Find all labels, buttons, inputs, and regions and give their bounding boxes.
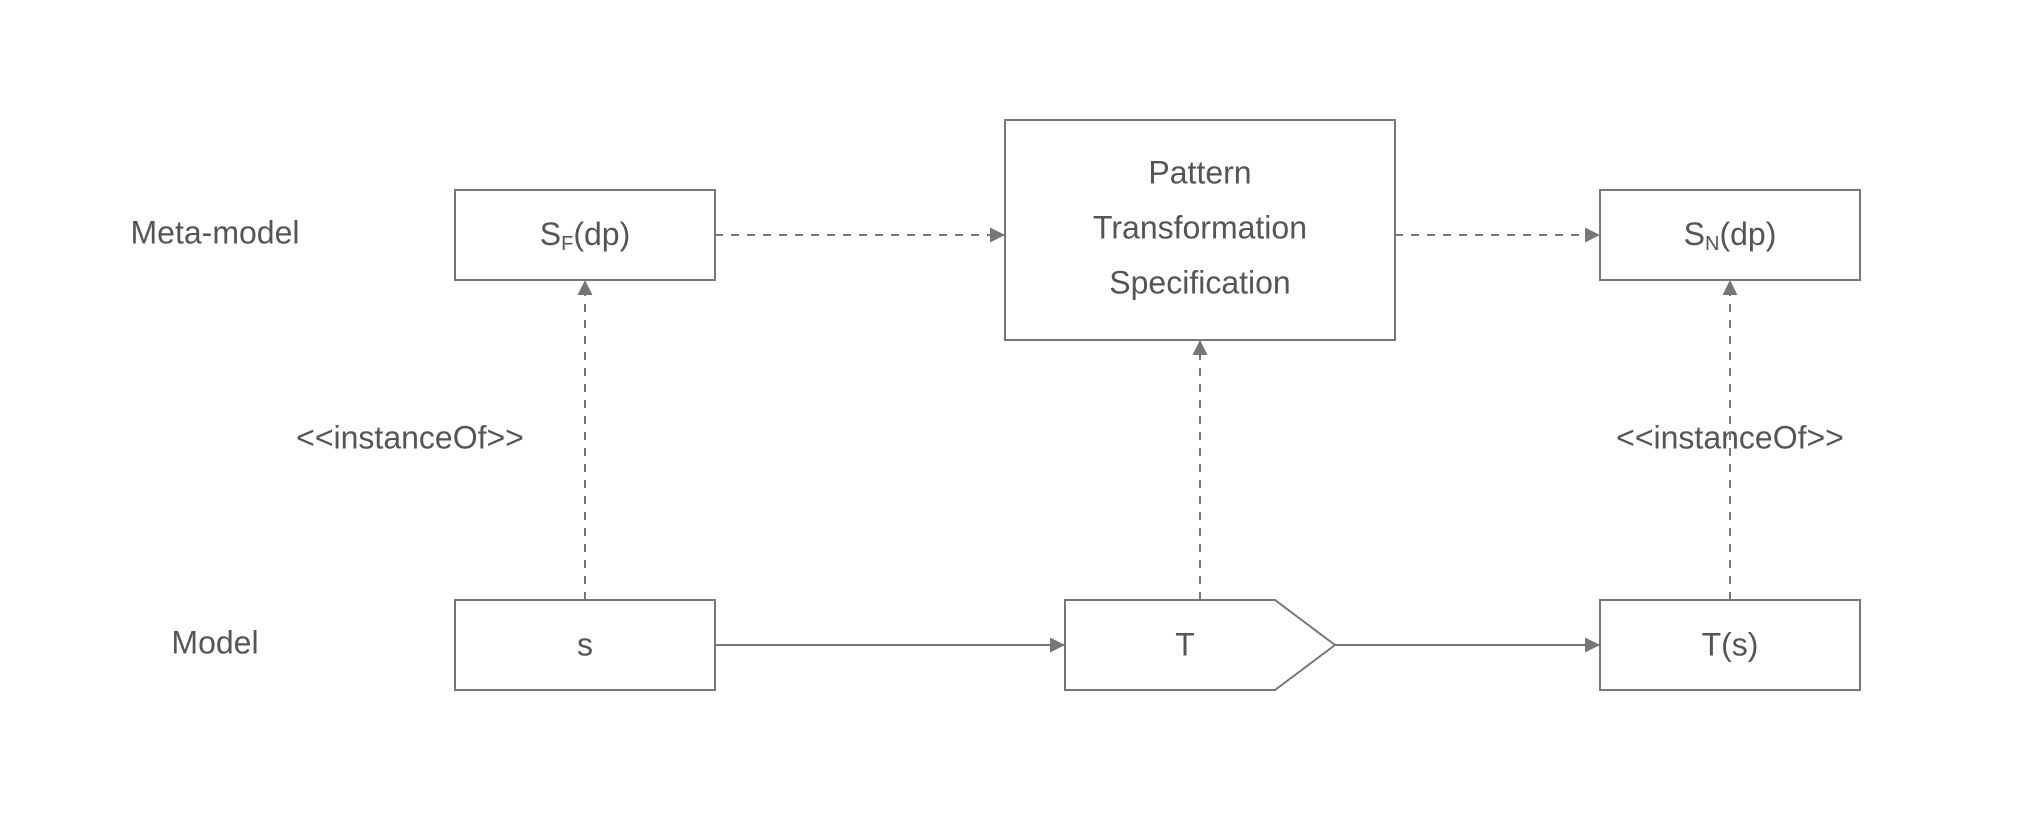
node-ptspec-line1: Pattern bbox=[1148, 154, 1251, 190]
node-t: T bbox=[1065, 600, 1335, 690]
instanceof-left-label: <<instanceOf>> bbox=[296, 419, 524, 455]
model-label: Model bbox=[171, 624, 258, 660]
diagram-canvas: Meta-model Model SF(dp) Pattern Transfor… bbox=[0, 0, 2022, 821]
node-sf-text: SF(dp) bbox=[540, 216, 630, 255]
node-s-text: s bbox=[577, 626, 593, 662]
node-t-text: T bbox=[1175, 626, 1195, 662]
node-sf: SF(dp) bbox=[455, 190, 715, 280]
node-sn-text: SN(dp) bbox=[1684, 216, 1777, 255]
node-ptspec: Pattern Transformation Specification bbox=[1005, 120, 1395, 340]
node-t-shape bbox=[1065, 600, 1335, 690]
node-ptspec-line3: Specification bbox=[1109, 264, 1290, 300]
node-ts-text: T(s) bbox=[1702, 626, 1759, 662]
meta-model-label: Meta-model bbox=[131, 214, 300, 250]
node-sn: SN(dp) bbox=[1600, 190, 1860, 280]
node-ts: T(s) bbox=[1600, 600, 1860, 690]
node-s: s bbox=[455, 600, 715, 690]
node-ptspec-line2: Transformation bbox=[1093, 209, 1307, 245]
